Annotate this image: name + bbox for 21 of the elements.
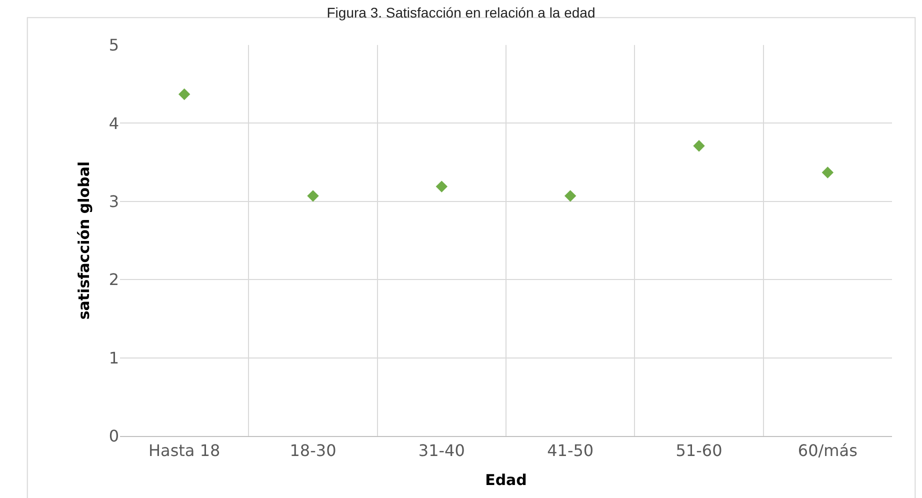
x-axis-title: Edad xyxy=(485,471,527,490)
x-tick-label: Hasta 18 xyxy=(148,441,220,460)
x-tick-label: 41-50 xyxy=(547,441,594,460)
y-tick-label: 0 xyxy=(108,426,119,446)
y-tick-label: 4 xyxy=(108,114,119,133)
x-tick-label: 18-30 xyxy=(290,441,336,460)
point xyxy=(436,180,448,192)
point xyxy=(564,190,576,202)
point xyxy=(822,166,834,178)
point xyxy=(178,88,190,100)
y-tick-label: 2 xyxy=(108,270,119,290)
chart-title: Figura 3. Satisfacción en relación a la edad xyxy=(326,4,596,20)
x-tick-label: 31-40 xyxy=(418,441,465,460)
y-tick-label: 1 xyxy=(108,348,119,368)
y-tick-label: 5 xyxy=(108,36,119,55)
point xyxy=(307,190,319,202)
y-axis-title: satisfacción global xyxy=(75,161,94,320)
y-tick-label: 3 xyxy=(108,192,119,211)
x-tick-label: 51-60 xyxy=(676,441,722,460)
point xyxy=(693,140,705,152)
x-tick-label: 60/más xyxy=(798,441,858,460)
